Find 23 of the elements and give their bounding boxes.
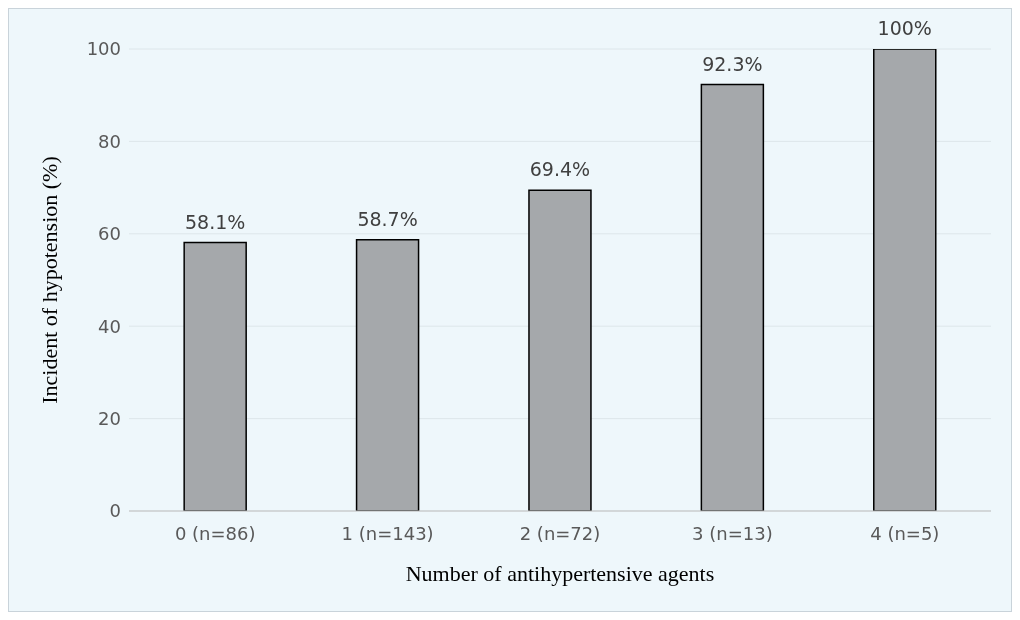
data-label: 100% (877, 17, 932, 39)
x-axis-title: Number of antihypertensive agents (405, 561, 715, 586)
y-tick-label: 20 (98, 407, 121, 429)
data-label: 92.3% (702, 52, 763, 75)
bar (355, 239, 420, 511)
x-tick-label: 4 (n=5) (870, 522, 940, 544)
x-tick-label: 3 (n=13) (692, 522, 773, 544)
data-label: 58.1% (184, 210, 246, 233)
x-tick-label: 2 (n=72) (519, 522, 601, 544)
y-tick-label: 0 (109, 500, 121, 522)
bar (700, 83, 765, 511)
data-label: 58.7% (357, 207, 418, 230)
y-tick-label: 100 (86, 38, 121, 60)
bar (528, 189, 592, 511)
bar (873, 49, 937, 511)
y-axis-title: Incident of hypotension (%) (36, 156, 62, 404)
x-tick-label: 0 (n=86) (174, 522, 256, 544)
data-label: 69.4% (529, 158, 591, 181)
y-tick-label: 60 (98, 223, 121, 245)
bar (183, 241, 247, 511)
x-tick-label: 1 (n=143) (341, 522, 434, 544)
y-tick-label: 40 (98, 315, 121, 337)
y-tick-label: 80 (98, 130, 121, 152)
